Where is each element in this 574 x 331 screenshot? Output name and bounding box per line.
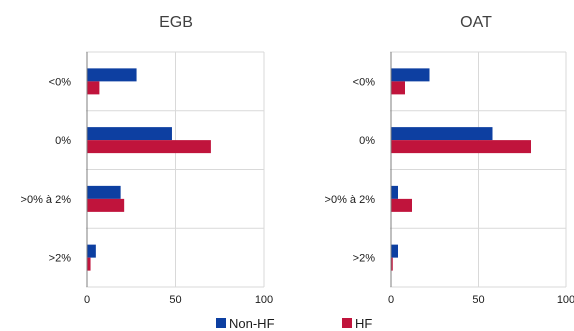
- bar-oat-non-hf-3: [391, 244, 398, 258]
- panel-egb: EGB <0% 0% >0% à 2% >2% 0 50 100: [21, 14, 274, 306]
- panel-oat: OAT <0% 0% >0% à 2% >2% 0 50 100: [325, 14, 574, 306]
- bar-oat-non-hf-1: [391, 127, 493, 141]
- chart-title-oat: OAT: [460, 14, 492, 31]
- x-tick-label-egb-100: 100: [255, 294, 273, 306]
- legend-label-non-hf: Non-HF: [229, 316, 275, 331]
- legend: Non-HF HF: [216, 316, 372, 331]
- bar-egb-hf-1: [87, 140, 211, 154]
- category-label-egb-2: >0% à 2%: [21, 194, 72, 206]
- bar-oat-non-hf-2: [391, 185, 398, 199]
- bar-oat-hf-2: [391, 198, 412, 212]
- bar-oat-non-hf-0: [391, 68, 430, 82]
- category-label-egb-0: <0%: [49, 76, 72, 88]
- bar-egb-non-hf-3: [87, 244, 96, 258]
- category-label-oat-1: 0%: [359, 135, 375, 147]
- bar-egb-non-hf-1: [87, 127, 172, 141]
- chart-title-egb: EGB: [159, 14, 193, 31]
- category-label-oat-3: >2%: [353, 253, 376, 265]
- legend-swatch-non-hf: [216, 318, 226, 328]
- x-tick-label-oat-50: 50: [472, 294, 484, 306]
- bar-egb-hf-3: [87, 257, 91, 271]
- category-label-egb-3: >2%: [49, 253, 72, 265]
- category-label-oat-0: <0%: [353, 76, 376, 88]
- x-tick-label-oat-0: 0: [388, 294, 394, 306]
- legend-label-hf: HF: [355, 316, 372, 331]
- bar-egb-hf-2: [87, 198, 125, 212]
- x-tick-label-egb-50: 50: [169, 294, 181, 306]
- x-tick-label-oat-100: 100: [557, 294, 574, 306]
- bar-egb-non-hf-2: [87, 185, 121, 199]
- category-label-egb-1: 0%: [55, 135, 71, 147]
- bar-oat-hf-3: [391, 257, 393, 271]
- x-tick-label-egb-0: 0: [84, 294, 90, 306]
- bar-egb-hf-0: [87, 81, 100, 95]
- category-label-oat-2: >0% à 2%: [325, 194, 376, 206]
- bar-egb-non-hf-0: [87, 68, 137, 82]
- bar-oat-hf-1: [391, 140, 531, 154]
- legend-swatch-hf: [342, 318, 352, 328]
- bar-oat-hf-0: [391, 81, 405, 95]
